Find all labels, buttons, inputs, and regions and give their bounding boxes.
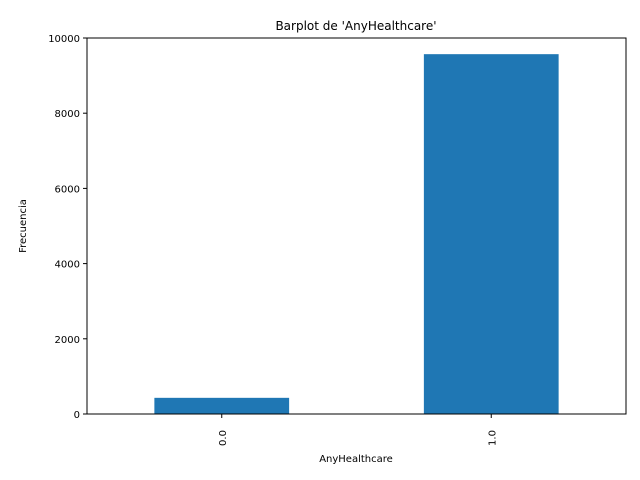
- y-axis-ticks: 0 2000 4000 6000 8000 10000: [48, 34, 87, 421]
- bars-group: [154, 54, 559, 414]
- y-tick-label: 4000: [55, 260, 80, 271]
- bar-0.0: [154, 397, 290, 414]
- y-tick-label: 2000: [55, 335, 80, 346]
- bar-1.0: [423, 54, 559, 414]
- chart-title: Barplot de 'AnyHealthcare': [275, 19, 436, 33]
- y-tick-label: 6000: [55, 184, 80, 195]
- y-tick-label: 10000: [48, 34, 80, 45]
- x-tick-label: 1.0: [487, 430, 498, 446]
- y-tick-label: 8000: [55, 109, 80, 120]
- x-tick-label: 0.0: [218, 430, 229, 446]
- x-axis-label: AnyHealthcare: [319, 454, 393, 465]
- x-axis-ticks: 0.0 1.0: [218, 414, 498, 446]
- y-tick-label: 0: [74, 410, 80, 421]
- plot-frame: [86, 37, 627, 415]
- y-axis-label: Frecuencia: [18, 199, 29, 253]
